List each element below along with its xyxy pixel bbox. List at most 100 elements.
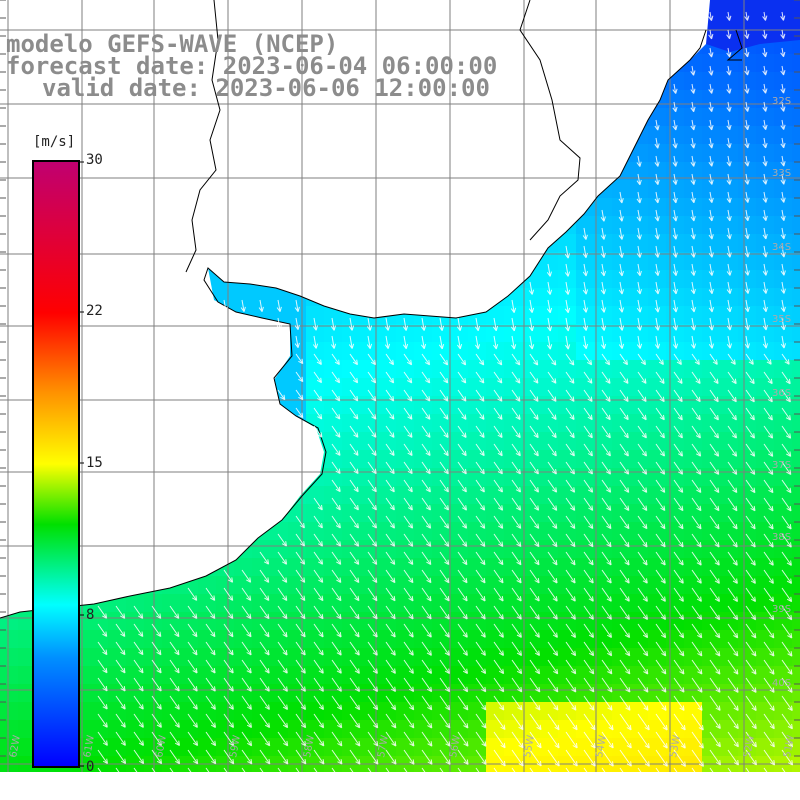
wind-speed-cell	[324, 342, 343, 361]
wind-arrow	[744, 65, 750, 76]
wind-arrow	[744, 245, 750, 258]
wind-arrow	[564, 299, 571, 314]
wind-arrow	[547, 767, 552, 772]
wind-speed-cell	[522, 684, 541, 703]
wind-arrow	[385, 695, 397, 711]
wind-arrow	[511, 641, 522, 657]
wind-arrow	[295, 767, 300, 772]
wind-arrow	[223, 767, 228, 772]
wind-speed-cell	[252, 288, 271, 307]
wind-arrow	[709, 569, 720, 584]
wind-arrow	[726, 317, 732, 331]
wind-arrow	[763, 371, 773, 385]
wind-arrow	[259, 587, 270, 601]
wind-arrow	[709, 587, 720, 602]
wind-speed-cell	[756, 594, 775, 613]
wind-arrow	[97, 713, 108, 728]
wind-arrow	[475, 479, 485, 493]
wind-arrow	[421, 569, 432, 584]
wind-arrow	[349, 713, 361, 729]
wind-arrow	[655, 695, 667, 711]
wind-arrow	[421, 551, 432, 566]
wind-arrow	[780, 245, 786, 258]
wind-speed-cell	[576, 738, 595, 757]
wind-arrow	[655, 443, 665, 457]
wind-arrow	[781, 569, 792, 584]
wind-arrow	[637, 641, 649, 657]
wind-speed-cell	[468, 702, 487, 721]
wind-arrow	[673, 551, 684, 566]
wind-speed-cell	[324, 738, 343, 757]
wind-speed-cell	[630, 144, 649, 163]
wind-speed-cell	[108, 738, 127, 757]
wind-arrow	[493, 389, 503, 402]
wind-arrow	[673, 389, 683, 403]
model-title: modelo GEFS-WAVE (NCEP)	[6, 30, 339, 58]
wind-arrow	[367, 443, 377, 456]
wind-arrow	[691, 587, 702, 602]
wind-speed-cell	[180, 648, 199, 667]
wind-speed-cell	[756, 72, 775, 91]
wind-arrow	[547, 677, 559, 693]
wind-speed-cell	[288, 774, 307, 793]
wind-speed-cell	[108, 756, 127, 772]
wind-arrow	[673, 749, 686, 767]
wind-arrow	[475, 767, 480, 772]
longitude-label: 54W	[594, 734, 609, 758]
wind-arrow	[277, 533, 287, 547]
wind-arrow	[349, 425, 359, 438]
wind-speed-cell	[468, 558, 487, 577]
wind-speed-cell	[360, 648, 379, 667]
wind-arrow	[654, 173, 660, 185]
wind-arrow	[385, 353, 394, 366]
wind-arrow	[367, 515, 377, 529]
wind-speed-cell	[738, 702, 757, 721]
wind-arrow	[763, 713, 775, 730]
wind-speed-cell	[594, 234, 613, 253]
wind-arrow	[529, 461, 539, 475]
wind-arrow	[745, 443, 756, 457]
wind-arrow	[97, 677, 108, 692]
wind-speed-cell	[666, 666, 685, 685]
wind-arrow	[403, 623, 414, 638]
wind-speed-cell	[666, 540, 685, 559]
wind-arrow	[439, 371, 449, 384]
wind-arrow	[457, 569, 468, 584]
wind-speed-cell	[612, 666, 631, 685]
wind-speed-cell	[180, 702, 199, 721]
wind-arrow	[709, 551, 720, 566]
wind-arrow	[601, 389, 611, 402]
wind-speed-cell	[792, 630, 800, 649]
wind-speed-cell	[576, 360, 595, 379]
wind-arrow	[618, 245, 624, 258]
longitude-label: 56W	[448, 734, 463, 758]
wind-speed-cell	[522, 648, 541, 667]
wind-speed-cell	[648, 774, 667, 793]
wind-speed-cell	[198, 702, 217, 721]
wind-arrow	[222, 299, 228, 312]
longitude-label: 51W	[782, 734, 797, 758]
wind-arrow	[763, 479, 774, 494]
wind-speed-cell	[630, 684, 649, 703]
wind-speed-cell	[630, 342, 649, 361]
wind-arrow	[295, 695, 306, 711]
wind-arrow	[474, 317, 481, 332]
wind-arrow	[691, 353, 700, 365]
wind-speed-cell	[216, 630, 235, 649]
wind-arrow	[457, 551, 468, 566]
wind-speed-cell	[360, 324, 379, 343]
wind-arrow	[241, 641, 252, 656]
wind-arrow	[727, 713, 739, 730]
wind-speed-cell	[198, 666, 217, 685]
wind-speed-cell	[0, 630, 19, 649]
wind-speed-cell	[702, 342, 721, 361]
wind-speed-cell	[738, 144, 757, 163]
wind-speed-cell	[540, 666, 559, 685]
wind-arrow	[708, 317, 714, 331]
wind-speed-cell	[396, 630, 415, 649]
wind-arrow	[565, 605, 576, 620]
wind-arrow	[385, 749, 397, 765]
wind-speed-cell	[684, 252, 703, 271]
wind-arrow	[744, 29, 750, 39]
wind-arrow	[673, 515, 684, 530]
